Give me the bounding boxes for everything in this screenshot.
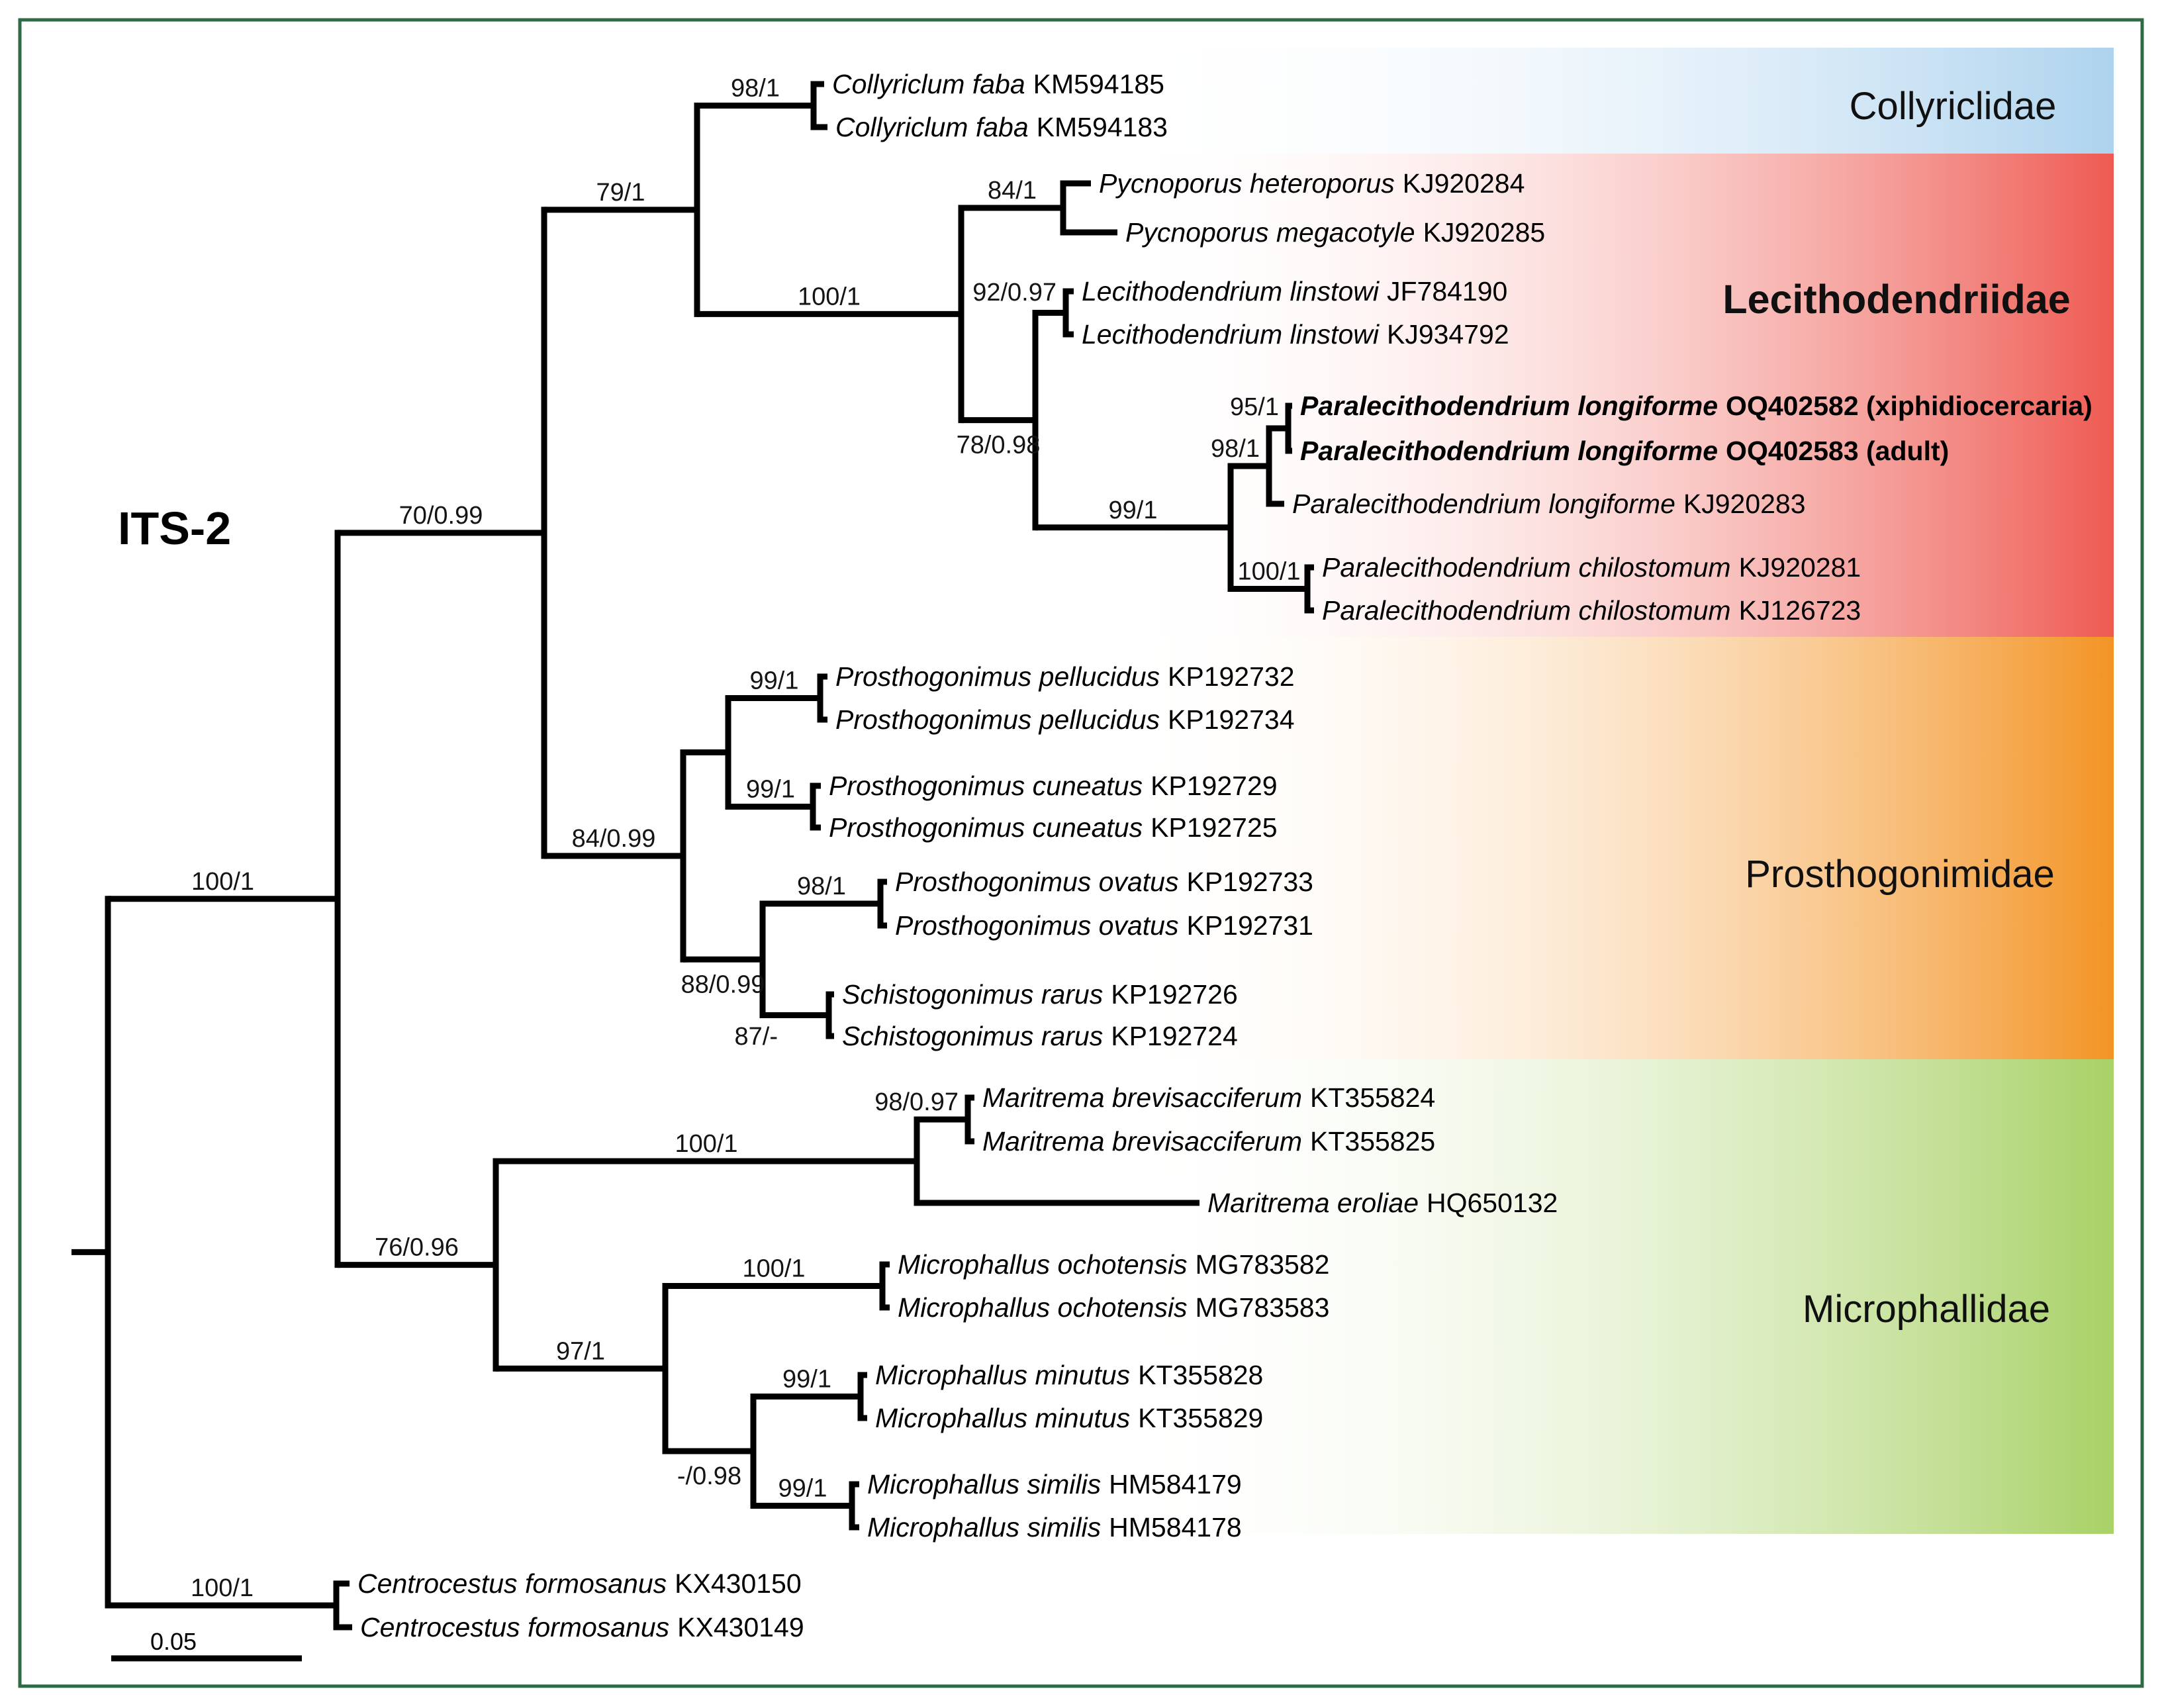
tip-label: Schistogonimus rarus KP192726	[842, 979, 1238, 1010]
tip-labels: Collyriclum faba KM594185 Collyriclum faba…	[357, 69, 2093, 1642]
tip-label: Lecithodendrium linstowi KJ934792	[1082, 319, 1509, 350]
support-value: 100/1	[191, 1574, 254, 1602]
support-value: 92/0.97	[972, 279, 1057, 307]
support-value: 78/0.98	[957, 432, 1041, 459]
tip-label: Paralecithodendrium chilostomum KJ920281	[1322, 552, 1861, 583]
tip-label: Microphallus minutus KT355828	[875, 1360, 1263, 1390]
support-value: 98/1	[731, 75, 780, 103]
tip-label: Prosthogonimus cuneatus KP192725	[829, 812, 1278, 843]
tip-label: Microphallus similis HM584178	[867, 1512, 1242, 1542]
family-labels: Collyriclidae Lecithodendriidae Prosthogon…	[1722, 85, 2070, 1331]
support-value: 99/1	[782, 1366, 831, 1394]
tip-label: Prosthogonimus cuneatus KP192729	[829, 771, 1278, 801]
gene-region-label: ITS-2	[118, 502, 231, 554]
tip-label: Paralecithodendrium longiforme KJ920283	[1292, 489, 1806, 519]
family-bands	[1119, 48, 2114, 1534]
tip-label: Prosthogonimus ovatus KP192731	[895, 910, 1313, 941]
support-value: 70/0.99	[399, 502, 483, 530]
family-label: Collyriclidae	[1850, 85, 2057, 128]
tip-label: Centrocestus formosanus KX430150	[357, 1568, 802, 1599]
support-value: 84/1	[988, 177, 1037, 205]
tip-label: Collyriclum faba KM594183	[835, 112, 1168, 142]
support-value: 98/1	[1211, 435, 1260, 463]
support-value: 99/1	[778, 1475, 827, 1503]
support-value: 98/1	[797, 873, 846, 900]
support-value: 100/1	[675, 1130, 737, 1158]
tip-label: Prosthogonimus ovatus KP192733	[895, 867, 1313, 897]
support-value: 100/1	[1237, 558, 1300, 586]
family-band	[1119, 637, 2114, 1059]
tip-label: Pycnoporus heteroporus KJ920284	[1099, 168, 1525, 199]
figure-border	[18, 18, 2144, 1688]
tip-label: Lecithodendrium linstowi JF784190	[1082, 276, 1507, 307]
tip-label: Prosthogonimus pellucidus KP192732	[835, 661, 1295, 692]
support-value: 84/0.99	[572, 825, 656, 853]
support-value: 100/1	[798, 283, 861, 310]
tip-label: Paralecithodendrium longiforme OQ402582 (…	[1300, 391, 2093, 421]
tip-label: Paralecithodendrium longiforme OQ402583 (…	[1300, 436, 1949, 466]
support-value: 76/0.96	[375, 1234, 459, 1262]
family-band	[1119, 1059, 2114, 1534]
family-label: Prosthogonimidae	[1745, 853, 2055, 896]
family-band	[1119, 48, 2114, 154]
support-value: 79/1	[596, 179, 645, 207]
support-value: 100/1	[191, 868, 254, 896]
support-value: 99/1	[750, 667, 799, 695]
family-label: Lecithodendriidae	[1722, 277, 2070, 322]
family-label: Microphallidae	[1803, 1288, 2050, 1331]
tip-label: Microphallus ochotensis MG783583	[898, 1292, 1329, 1323]
tip-label: Microphallus ochotensis MG783582	[898, 1249, 1329, 1280]
tip-label: Schistogonimus rarus KP192724	[842, 1021, 1238, 1051]
tip-label: Centrocestus formosanus KX430149	[360, 1612, 804, 1642]
tip-label: Maritrema brevisacciferum KT355824	[982, 1082, 1435, 1113]
tree-branches	[71, 81, 1314, 1631]
tip-label: Microphallus minutus KT355829	[875, 1403, 1263, 1433]
family-band	[1119, 154, 2114, 637]
support-value: 95/1	[1230, 393, 1279, 421]
support-value: 88/0.99	[681, 971, 765, 998]
tip-label: Microphallus similis HM584179	[867, 1469, 1242, 1499]
support-value: 87/-	[735, 1023, 778, 1051]
tip-label: Maritrema brevisacciferum KT355825	[982, 1126, 1435, 1157]
support-values: 98/1 84/1 92/0.97 95/1 98/1 100/1 99/1 78/0.98 1…	[191, 75, 1301, 1603]
support-value: 100/1	[742, 1255, 805, 1283]
support-value: 99/1	[746, 776, 795, 804]
support-value: 99/1	[1109, 497, 1158, 524]
tip-label: Maritrema eroliae HQ650132	[1207, 1188, 1558, 1218]
support-value: 97/1	[556, 1337, 605, 1365]
tip-label: Paralecithodendrium chilostomum KJ126723	[1322, 595, 1861, 626]
tip-label: Prosthogonimus pellucidus KP192734	[835, 704, 1295, 735]
support-value: 98/0.97	[874, 1088, 959, 1116]
scale-bar-group: 0.05	[111, 1628, 302, 1662]
scale-bar-label: 0.05	[150, 1628, 197, 1655]
support-value: -/0.98	[677, 1462, 741, 1490]
tip-label: Collyriclum faba KM594185	[832, 69, 1164, 99]
tip-label: Pycnoporus megacotyle KJ920285	[1125, 217, 1545, 248]
